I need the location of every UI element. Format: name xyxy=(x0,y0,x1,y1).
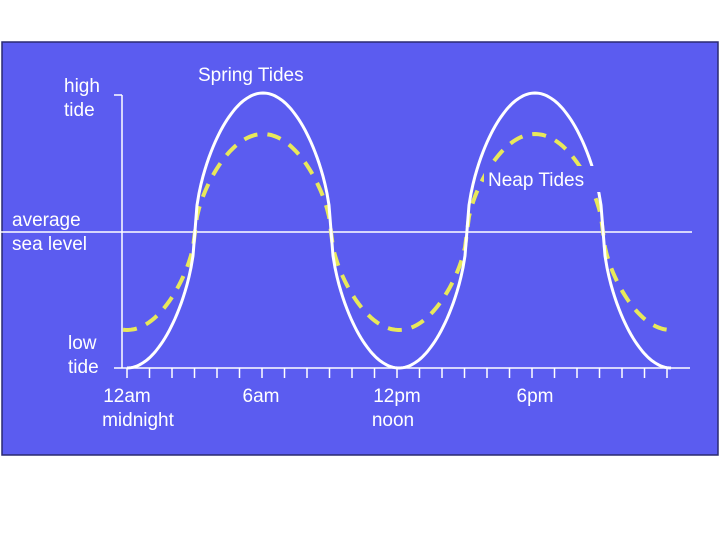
y-label: sea level xyxy=(12,234,87,255)
label-backdrop xyxy=(484,166,608,192)
curve-label: Spring Tides xyxy=(198,65,304,86)
y-label: low xyxy=(68,333,97,354)
y-label: tide xyxy=(64,100,95,121)
time-label: 12pm xyxy=(373,386,421,407)
time-label: 6pm xyxy=(517,386,554,407)
y-label: average xyxy=(12,210,81,231)
hour-ticks xyxy=(126,368,668,378)
time-label: noon xyxy=(372,410,414,431)
time-label: 6am xyxy=(243,386,280,407)
y-label: tide xyxy=(68,357,99,378)
y-label: high xyxy=(64,76,100,97)
time-label: midnight xyxy=(102,410,175,431)
time-label: 12am xyxy=(103,386,151,407)
spring-tide-curve xyxy=(126,91,672,370)
neap-tide-curve xyxy=(122,131,676,333)
curve-label: Neap Tides xyxy=(488,170,584,191)
